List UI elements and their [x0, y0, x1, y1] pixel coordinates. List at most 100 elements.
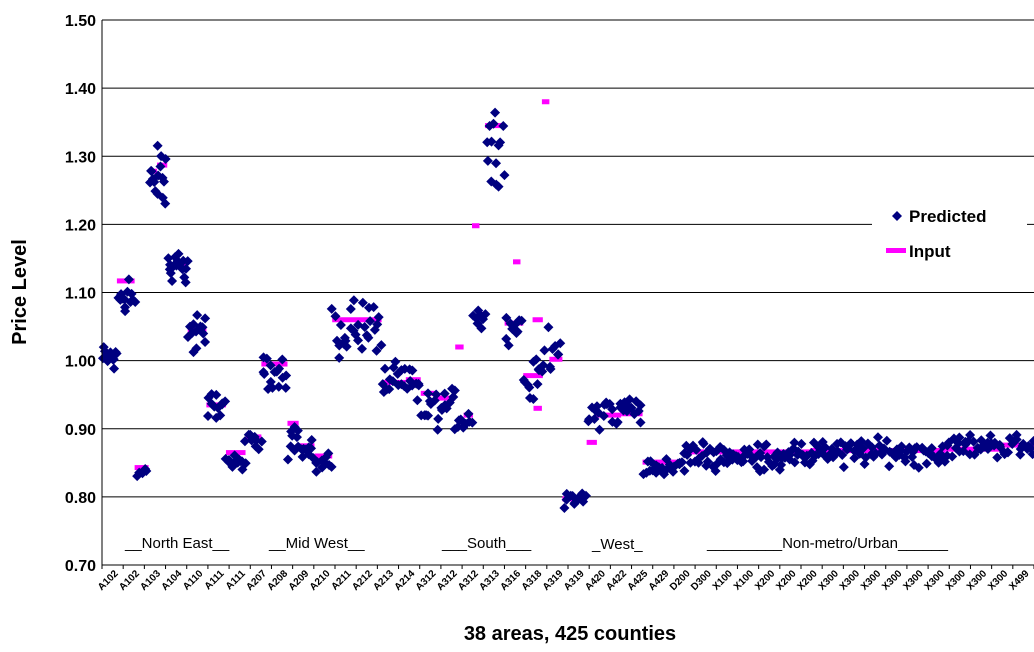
- predicted-point: [191, 343, 202, 354]
- predicted-point: [431, 389, 442, 400]
- predicted-point: [155, 161, 166, 172]
- input-segment: [261, 361, 288, 367]
- predicted-point: [292, 425, 303, 436]
- predicted-point: [679, 465, 690, 476]
- predicted-point: [820, 442, 831, 453]
- predicted-point: [698, 438, 709, 449]
- predicted-point: [160, 198, 171, 209]
- predicted-point: [913, 462, 924, 473]
- predicted-point: [789, 437, 800, 448]
- predicted-point: [759, 464, 770, 475]
- predicted-point: [240, 458, 251, 469]
- predicted-point: [256, 436, 267, 447]
- predicted-point: [490, 107, 501, 118]
- legend-box: [872, 197, 1027, 271]
- predicted-point: [423, 388, 434, 399]
- predicted-point: [493, 181, 504, 192]
- predicted-point: [756, 452, 767, 463]
- predicted-point: [1011, 429, 1022, 440]
- predicted-point: [335, 320, 346, 331]
- legend-predicted-label: Predicted: [909, 207, 986, 226]
- input-segment: [455, 344, 464, 350]
- region-label: __North East__: [124, 535, 230, 552]
- predicted-point: [1027, 449, 1034, 460]
- predicted-point: [433, 413, 444, 424]
- predicted-point: [200, 337, 211, 348]
- predicted-point: [968, 436, 979, 447]
- predicted-point: [702, 456, 713, 467]
- predicted-point: [384, 384, 395, 395]
- predicted-point: [545, 363, 556, 374]
- predicted-point: [516, 315, 527, 326]
- region-label: __Mid West__: [268, 535, 365, 552]
- predicted-point: [439, 388, 450, 399]
- predicted-point: [744, 444, 755, 455]
- predicted-point: [348, 295, 359, 306]
- predicted-point: [339, 332, 350, 343]
- predicted-point: [407, 365, 418, 376]
- input-segment: [134, 465, 149, 471]
- predicted-point: [584, 414, 595, 425]
- predicted-point: [598, 411, 609, 422]
- predicted-point: [376, 340, 387, 351]
- predicted-point: [180, 277, 191, 288]
- predicted-point: [412, 395, 423, 406]
- predicted-point: [776, 459, 787, 470]
- predicted-point: [211, 389, 222, 400]
- y-tick-label: 0.90: [65, 422, 96, 439]
- y-tick-label: 1.20: [65, 217, 96, 234]
- predicted-point: [463, 408, 474, 419]
- predicted-point: [390, 356, 401, 367]
- predicted-point: [326, 303, 337, 314]
- predicted-point: [173, 248, 184, 259]
- input-segment: [472, 223, 480, 229]
- predicted-point: [488, 118, 499, 129]
- predicted-point: [559, 502, 570, 513]
- region-label: ___South___: [441, 535, 532, 552]
- predicted-point: [306, 443, 317, 454]
- y-tick-label: 1.10: [65, 286, 96, 303]
- predicted-point: [98, 342, 109, 353]
- predicted-point: [281, 370, 292, 381]
- input-segment: [332, 317, 382, 323]
- predicted-point: [334, 352, 345, 363]
- legend: Predicted Input: [872, 197, 1027, 271]
- predicted-point: [532, 379, 543, 390]
- predicted-point: [499, 170, 510, 181]
- predicted-point: [365, 316, 376, 327]
- predicted-point: [200, 313, 211, 324]
- predicted-point: [1015, 449, 1026, 460]
- predicted-point: [371, 345, 382, 356]
- predicted-point: [282, 454, 293, 465]
- predicted-point: [291, 432, 302, 443]
- predicted-point: [345, 303, 356, 314]
- predicted-point: [356, 343, 367, 354]
- predicted-point: [947, 451, 958, 462]
- predicted-point: [182, 256, 193, 267]
- predicted-point: [607, 404, 618, 415]
- predicted-point: [368, 302, 379, 313]
- predicted-point: [197, 322, 208, 333]
- predicted-point: [486, 136, 497, 147]
- predicted-point: [796, 438, 807, 449]
- input-segment: [586, 439, 597, 445]
- predicted-point: [512, 326, 523, 337]
- predicted-point: [635, 400, 646, 411]
- predicted-point: [353, 335, 364, 346]
- predicted-point: [503, 340, 514, 351]
- predicted-point: [837, 450, 848, 461]
- predicted-point: [954, 432, 965, 443]
- predicted-point: [467, 417, 478, 428]
- predicted-point: [306, 434, 317, 445]
- predicted-point: [531, 354, 542, 365]
- input-segment: [549, 356, 563, 362]
- predicted-series: [97, 107, 1034, 513]
- predicted-point: [130, 297, 141, 308]
- legend-input-label: Input: [909, 242, 951, 261]
- predicted-point: [881, 435, 892, 446]
- predicted-point: [146, 166, 157, 177]
- predicted-point: [985, 430, 996, 441]
- y-tick-label: 1.50: [65, 13, 96, 30]
- predicted-point: [265, 360, 276, 371]
